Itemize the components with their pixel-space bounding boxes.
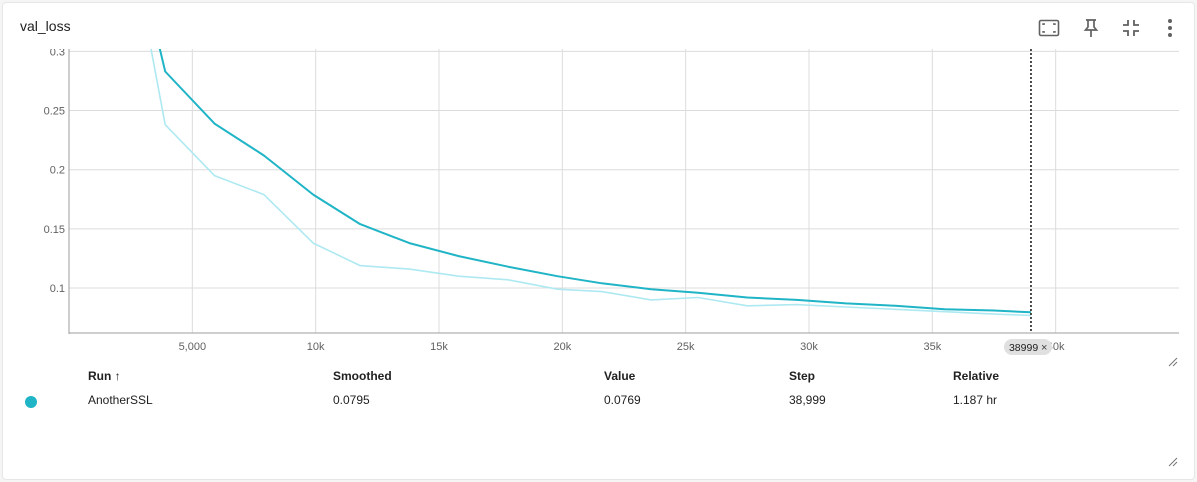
step-chip-close-icon[interactable]: ×	[1041, 342, 1047, 354]
line-chart[interactable]: 5,000 10k 15k 20k 25k 30k 35k 40k0.10.150.20.25…	[3, 3, 1194, 363]
x-tick-label: 35k	[923, 341, 941, 353]
cell-step: 38,999	[789, 393, 826, 407]
x-tick-label: 10k	[307, 341, 325, 353]
y-label-mask	[3, 41, 68, 49]
x-tick-label: 5,000	[179, 341, 207, 353]
x-tick-label: 30k	[800, 341, 818, 353]
col-header-step[interactable]: Step	[789, 369, 816, 383]
cell-relative: 1.187 hr	[953, 393, 998, 407]
card-title: val_loss	[20, 18, 71, 34]
cell-smoothed: 0.0795	[333, 393, 370, 407]
step-chip-background	[1003, 339, 1052, 355]
col-header-run[interactable]: Run ↑	[88, 369, 121, 383]
y-tick-label: 0.15	[44, 224, 65, 236]
pin-icon[interactable]	[1078, 15, 1104, 41]
x-tick-label: 20k	[553, 341, 571, 353]
more-vert-icon[interactable]	[1157, 15, 1183, 41]
chart-resize-handle-icon[interactable]	[1168, 354, 1178, 367]
col-header-relative[interactable]: Relative	[953, 369, 1000, 383]
x-tick-label: 25k	[677, 341, 695, 353]
step-chip-label: 38999	[1009, 342, 1038, 354]
y-tick-label: 0.25	[44, 106, 65, 118]
run-color-dot	[25, 396, 37, 408]
smoothed-series-line	[158, 49, 1032, 314]
table-resize-handle-icon[interactable]	[1168, 454, 1178, 467]
col-header-smoothed[interactable]: Smoothed	[333, 369, 392, 383]
fit-domain-icon[interactable]	[1036, 15, 1062, 41]
cell-run: AnotherSSL	[88, 393, 153, 407]
col-header-value[interactable]: Value	[604, 369, 636, 383]
fullscreen-exit-icon[interactable]	[1118, 15, 1144, 41]
raw-series-line	[150, 49, 1032, 317]
y-tick-label: 0.2	[50, 165, 65, 177]
x-tick-label: 15k	[430, 341, 448, 353]
y-tick-label: 0.1	[50, 283, 65, 295]
cell-value: 0.0769	[604, 393, 641, 407]
y-tick-label: 0.3	[50, 46, 65, 58]
